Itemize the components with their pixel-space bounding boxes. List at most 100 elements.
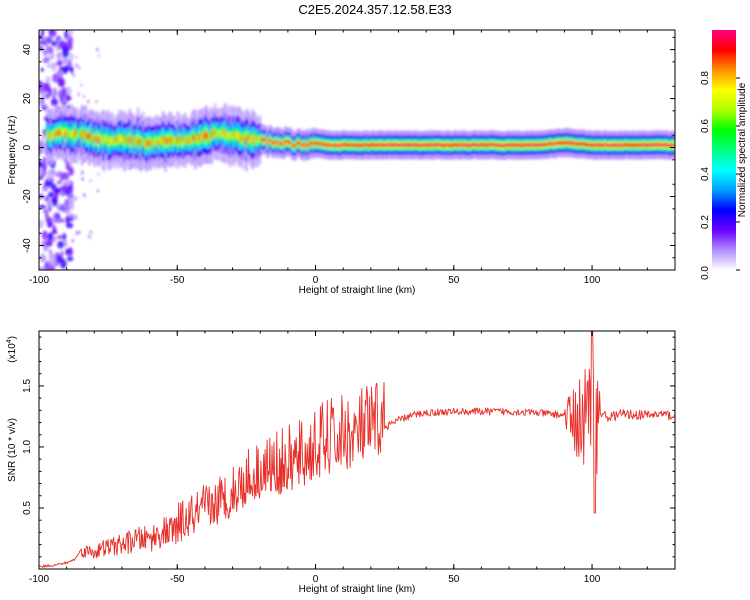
spectrogram-ridge-cell [353, 143, 356, 148]
spectrogram-ridge-cell [584, 142, 588, 147]
spectrogram-ridge-cell [146, 140, 150, 147]
spectrogram-ridge-cell [184, 136, 187, 144]
spectrogram-ridge-cell [257, 135, 261, 142]
spectrogram-ridge-cell [619, 142, 623, 147]
spectrogram-noise-cell [40, 99, 44, 104]
spectrogram-ridge-cell [317, 141, 320, 146]
spectrogram-ridge-cell [130, 139, 134, 145]
spectrogram-ridge-cell [577, 142, 580, 147]
spectrogram-ridge-cell [118, 135, 121, 143]
spectrogram-ridge-cell [555, 141, 558, 145]
spectrogram-noise-cell [65, 86, 72, 96]
spectrogram-noise-cell [87, 234, 91, 239]
spectrogram-noise-cell [44, 261, 48, 268]
spectrogram-ridge-cell [582, 141, 585, 146]
spectrogram-ridge-cell [350, 143, 354, 147]
spectrogram-ridge-cell [633, 143, 636, 147]
spectrogram-ridge-cell [604, 142, 608, 147]
spectrogram-ridge-cell [185, 137, 188, 143]
spectrogram-ridge-cell [538, 142, 542, 147]
spectrogram-ridge-cell [525, 143, 528, 148]
spectrogram-ridge-cell [428, 142, 431, 147]
spectrogram-ridge-cell [62, 128, 65, 134]
spectrogram-noise-cell [69, 188, 74, 194]
spectrogram-ridge-cell [298, 141, 302, 145]
spectrogram-ridge-cell [511, 143, 514, 148]
spectrogram-ridge-cell [69, 131, 73, 140]
spectrogram-ridge-cell [129, 136, 132, 144]
spectrogram-ridge-cell [309, 140, 313, 145]
spectrogram-ridge-cell [340, 142, 344, 147]
spectrogram-ridge-cell [241, 135, 244, 144]
spectrogram-x-tick-label: 100 [584, 275, 601, 286]
spectrogram-ridge-cell [394, 143, 397, 147]
spectrogram-ridge-cell [561, 141, 564, 145]
spectrogram-ridge-cell [179, 137, 182, 143]
spectrogram-ridge-cell [168, 136, 171, 143]
spectrogram-noise-cell [51, 217, 60, 223]
spectrogram-ridge-cell [48, 132, 52, 139]
spectrogram-ridge-cell [278, 142, 282, 146]
snr-x-tick-label: 0 [313, 574, 319, 585]
spectrogram-ridge-cell [231, 131, 234, 139]
spectrogram-noise-cell [48, 46, 54, 55]
spectrogram-ridge-cell [602, 144, 605, 148]
spectrogram-ridge-cell [150, 139, 154, 146]
spectrogram-ridge-cell [414, 142, 417, 147]
spectrogram-ridge-cell [358, 144, 361, 148]
spectrogram-ridge-cell [304, 144, 308, 149]
spectrogram-ridge-cell [410, 143, 414, 147]
snr-y-tick-label: 1.0 [22, 440, 33, 454]
spectrogram-ridge-cell [195, 136, 198, 142]
spectrogram-ridge-cell [53, 130, 56, 136]
spectrogram-ridge-cell [420, 143, 424, 147]
spectrogram-noise-cell [41, 186, 50, 193]
spectrogram-ridge-cell [251, 135, 254, 143]
spectrogram-ridge-cell [401, 143, 405, 148]
spectrogram-ridge-cell [627, 143, 630, 147]
spectrogram-ridge-cell [232, 132, 236, 140]
spectrogram-ridge-cell [212, 129, 216, 135]
spectrogram-ridge-cell [156, 137, 160, 144]
spectrogram-ridge-cell [159, 137, 162, 144]
spectrogram-ridge-cell [663, 143, 666, 148]
spectrogram-ridge-cell [495, 143, 498, 147]
spectrogram-ridge-cell [177, 139, 181, 145]
spectrogram-ridge-cell [148, 137, 151, 144]
spectrogram-ridge-cell [650, 143, 654, 147]
spectrogram-noise-cell [66, 30, 74, 37]
spectrogram-ridge-cell [99, 133, 103, 140]
spectrogram-noise-cell [41, 230, 48, 240]
spectrogram-ridge-cell [313, 140, 317, 144]
spectrogram-noise-cell [42, 129, 47, 134]
spectrogram-ridge-cell [136, 134, 140, 143]
spectrogram-ridge-cell [190, 136, 193, 144]
spectrogram-ridge-cell [204, 131, 207, 139]
spectrogram-ridge-cell [108, 139, 111, 147]
spectrogram-ridge-cell [373, 143, 376, 147]
spectrogram-ridge-cell [579, 142, 583, 146]
spectrogram-ridge-cell [102, 136, 105, 144]
spectrogram-ridge-cell [527, 143, 531, 147]
spectrogram-noise-cell [71, 239, 74, 243]
spectrogram-ridge-cell [202, 134, 206, 140]
spectrogram-ridge-cell [237, 132, 241, 141]
spectrogram-ridge-cell [240, 135, 243, 142]
spectrogram-ridge-cell [592, 143, 595, 148]
spectrogram-ridge-cell [324, 143, 328, 147]
spectrogram-ridge-cell [446, 144, 450, 148]
spectrogram-ridge-cell [540, 143, 543, 147]
spectrogram-noise-cell [57, 218, 66, 223]
spectrogram-noise-cell [44, 56, 49, 62]
spectrogram-ridge-cell [56, 130, 59, 138]
spectrogram-ridge-cell [67, 129, 70, 136]
spectrogram-y-tick-label: 0 [22, 144, 33, 150]
spectrogram-ridge-cell [547, 142, 550, 147]
spectrogram-ridge-cell [189, 138, 192, 145]
colorbar-ticks: 0.0 0.2 0.4 0.6 0.8 [700, 71, 740, 280]
spectrogram-noise-cell [83, 193, 86, 197]
spectrogram-ridge-cell [431, 144, 435, 148]
spectrogram-ridge-cell [105, 135, 109, 142]
spectrogram-ridge-cell [392, 143, 395, 147]
